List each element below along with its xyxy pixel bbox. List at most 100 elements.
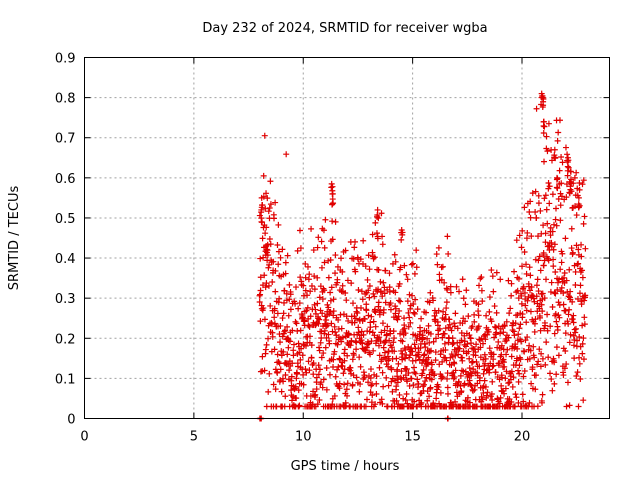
data-point: [300, 282, 307, 289]
data-point: [528, 283, 535, 290]
data-point: [315, 315, 322, 322]
data-point: [280, 310, 287, 317]
data-point: [523, 319, 530, 326]
data-point: [483, 392, 490, 399]
data-point: [529, 364, 536, 371]
data-point: [290, 347, 297, 354]
data-point: [294, 370, 301, 377]
data-point: [513, 394, 520, 401]
data-point: [489, 363, 496, 370]
data-point: [387, 300, 394, 307]
data-point: [562, 348, 569, 355]
data-point: [540, 250, 547, 257]
data-point: [362, 347, 369, 354]
data-point: [265, 264, 272, 271]
data-point: [570, 180, 577, 187]
data-point: [581, 321, 588, 328]
data-point: [334, 276, 341, 283]
data-point: [540, 222, 547, 229]
data-point: [396, 391, 403, 398]
data-point: [436, 325, 443, 332]
data-point: [328, 284, 335, 291]
data-point: [357, 256, 364, 263]
data-point: [491, 303, 498, 310]
data-point: [269, 333, 276, 340]
data-point: [263, 246, 270, 253]
data-point: [381, 290, 388, 297]
data-point: [382, 267, 389, 274]
data-point: [420, 381, 427, 388]
data-point: [388, 378, 395, 385]
data-point: [366, 266, 373, 273]
data-point: [547, 232, 554, 239]
data-point: [569, 298, 576, 305]
chart-title: Day 232 of 2024, SRMTID for receiver wgb…: [202, 21, 487, 36]
data-point: [290, 352, 297, 359]
data-point: [513, 355, 520, 362]
data-point: [535, 257, 542, 264]
data-point: [344, 352, 351, 359]
data-point: [500, 329, 507, 336]
data-point: [447, 289, 454, 296]
data-point: [408, 261, 415, 268]
data-point: [543, 276, 550, 283]
data-point: [330, 356, 337, 363]
data-point: [262, 230, 269, 237]
data-point: [292, 300, 299, 307]
data-point: [435, 244, 442, 251]
data-point: [332, 270, 339, 277]
data-point: [554, 279, 561, 286]
data-point: [331, 392, 338, 399]
data-point: [398, 347, 405, 354]
data-point: [378, 329, 385, 336]
data-point: [304, 263, 311, 270]
data-point: [512, 320, 519, 327]
data-point: [442, 346, 449, 353]
x-axis-label: GPS time / hours: [291, 459, 400, 474]
data-point: [287, 338, 294, 345]
data-point: [315, 320, 322, 327]
data-point: [532, 316, 539, 323]
data-point: [334, 366, 341, 373]
data-point: [514, 345, 521, 352]
data-point: [263, 224, 270, 231]
data-point: [432, 335, 439, 342]
data-point: [545, 257, 552, 264]
data-point: [444, 390, 451, 397]
data-point: [576, 186, 583, 193]
data-point: [558, 180, 565, 187]
data-point: [488, 267, 495, 274]
data-point: [546, 183, 553, 190]
data-point: [271, 314, 278, 321]
data-point: [565, 320, 572, 327]
data-point: [581, 314, 588, 321]
data-point: [515, 367, 522, 374]
data-point: [319, 310, 326, 317]
data-point: [282, 270, 289, 277]
data-point: [367, 366, 374, 373]
data-point: [407, 352, 414, 359]
data-point: [479, 396, 486, 403]
data-point: [354, 309, 361, 316]
data-point: [306, 271, 313, 278]
data-point: [377, 288, 384, 295]
data-point: [553, 371, 560, 378]
data-point: [330, 296, 337, 303]
data-point: [257, 318, 264, 325]
data-point: [465, 348, 472, 355]
data-point: [260, 172, 267, 179]
data-point: [416, 356, 423, 363]
data-point: [379, 233, 386, 240]
data-point: [458, 337, 465, 344]
data-point: [320, 350, 327, 357]
data-point: [550, 256, 557, 263]
data-point: [557, 266, 564, 273]
data-point: [493, 329, 500, 336]
data-point: [537, 207, 544, 214]
data-point: [410, 382, 417, 389]
data-point: [555, 196, 562, 203]
data-point: [329, 190, 336, 197]
data-point: [375, 342, 382, 349]
data-point: [547, 370, 553, 377]
